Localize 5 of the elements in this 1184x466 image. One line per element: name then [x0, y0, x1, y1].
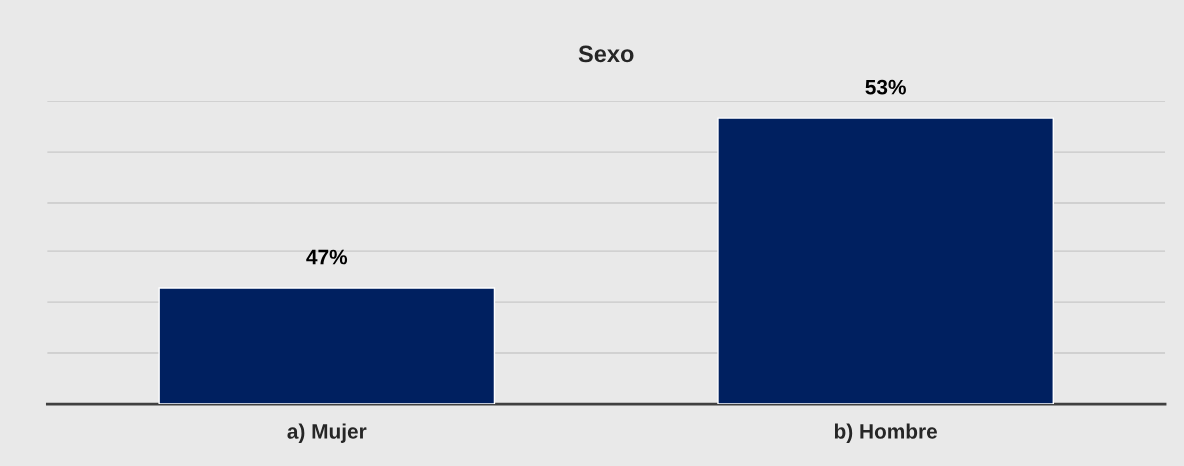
chart-title: Sexo	[578, 45, 634, 63]
x-tick-label: b) Hombre	[834, 423, 938, 443]
data-label: 53%	[865, 79, 906, 95]
data-label: 47%	[306, 249, 348, 265]
x-tick-label: a) Mujer	[287, 423, 367, 443]
